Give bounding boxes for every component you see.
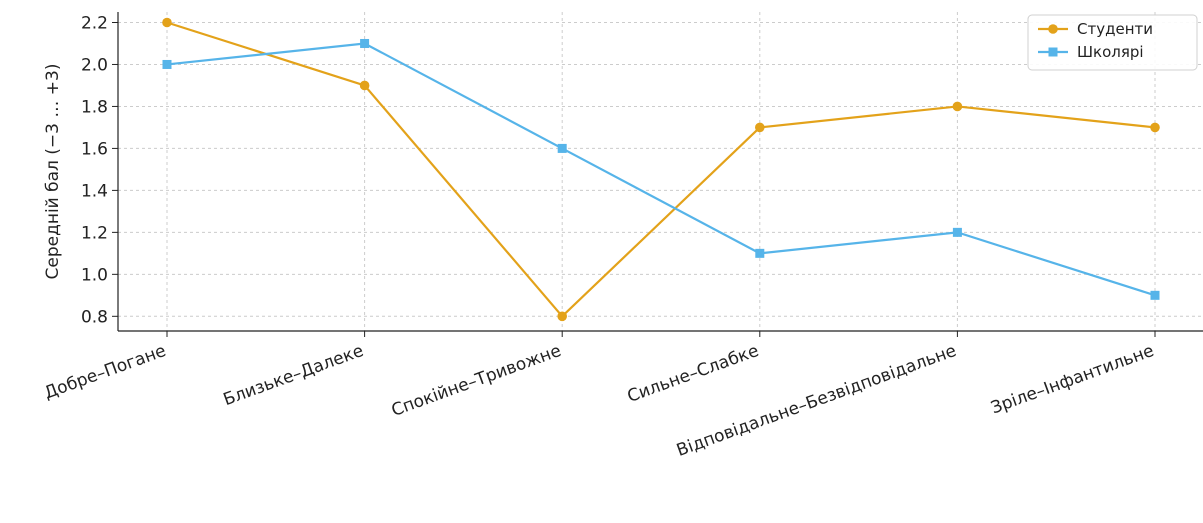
legend-marker bbox=[1048, 24, 1058, 34]
x-tick-label: Близьке–Далеке bbox=[221, 341, 367, 410]
series-line bbox=[166, 21, 1156, 318]
series bbox=[162, 17, 1160, 322]
data-point bbox=[162, 59, 172, 69]
y-ticks: 0.8 1.0 1.2 1.4 1.6 1.8 2.0 2.2 bbox=[81, 13, 118, 327]
y-tick-label: 1.4 bbox=[81, 181, 108, 201]
x-tick-label: Сильне–Слабке bbox=[625, 341, 762, 407]
data-point bbox=[1150, 122, 1160, 133]
data-point bbox=[1150, 290, 1160, 300]
x-tick-label: Спокійне–Тривожне bbox=[389, 341, 564, 421]
legend-label: Студенти bbox=[1077, 20, 1153, 38]
y-tick-label: 1.6 bbox=[81, 139, 108, 159]
data-point bbox=[755, 248, 765, 258]
legend-frame bbox=[1027, 14, 1198, 71]
legend: Студенти Школярі bbox=[1027, 14, 1198, 71]
data-point bbox=[557, 311, 567, 322]
x-ticks: Добре–Погане Близьке–Далеке Спокійне–Триво… bbox=[42, 331, 1157, 461]
data-point bbox=[952, 227, 962, 237]
legend-label: Школярі bbox=[1077, 43, 1144, 61]
y-tick-label: 1.0 bbox=[81, 265, 108, 285]
legend-marker bbox=[1048, 47, 1058, 57]
series-line bbox=[166, 42, 1156, 297]
y-tick-label: 1.8 bbox=[81, 97, 108, 117]
y-tick-label: 0.8 bbox=[81, 307, 108, 327]
data-point bbox=[952, 101, 963, 112]
data-point bbox=[359, 80, 370, 91]
x-tick-label: Зріле–Інфантильне bbox=[988, 341, 1156, 419]
series-2 bbox=[162, 38, 1160, 300]
y-tick-label: 2.0 bbox=[81, 55, 108, 75]
axes bbox=[117, 12, 1203, 332]
data-point bbox=[557, 143, 567, 153]
data-point bbox=[755, 122, 765, 133]
data-point bbox=[162, 17, 172, 28]
y-tick-label: 2.2 bbox=[81, 13, 108, 33]
legend-item: Студенти bbox=[1038, 20, 1153, 38]
data-point bbox=[360, 38, 370, 48]
y-tick-label: 1.2 bbox=[81, 223, 108, 243]
x-tick-label: Добре–Погане bbox=[42, 341, 169, 404]
legend-item: Школярі bbox=[1038, 43, 1144, 61]
series-1 bbox=[162, 17, 1160, 322]
y-axis-label: Середній бал (−3 … +3) bbox=[43, 64, 63, 280]
